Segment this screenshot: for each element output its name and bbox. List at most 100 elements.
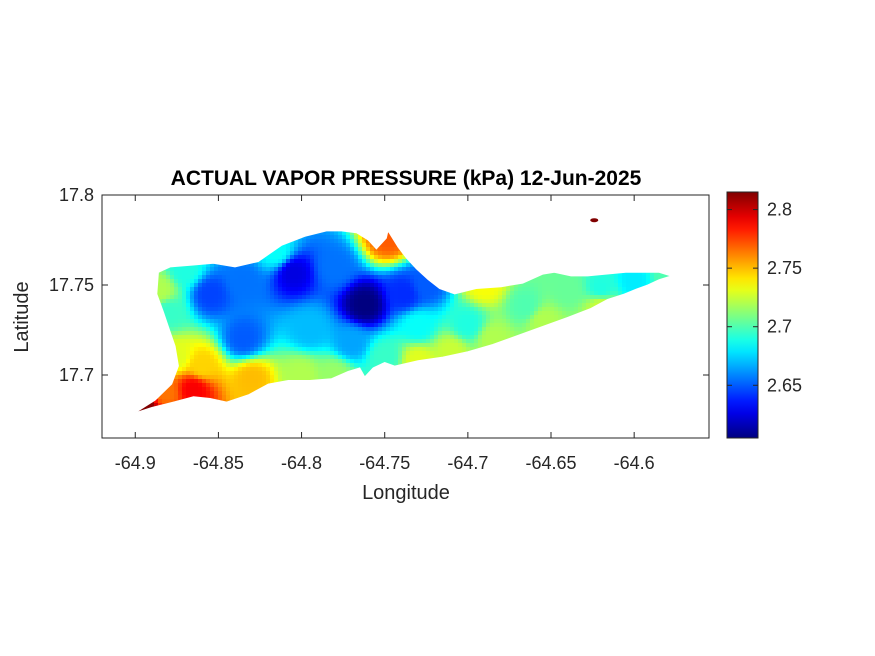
- field-cell: [422, 323, 427, 328]
- field-cell: [450, 303, 455, 308]
- field-cell: [490, 315, 495, 320]
- field-cell: [350, 295, 355, 300]
- field-cell: [334, 231, 339, 236]
- field-cell: [554, 299, 559, 304]
- field-cell: [326, 291, 331, 296]
- field-cell: [338, 287, 343, 292]
- field-cell: [334, 271, 339, 276]
- field-cell: [418, 303, 423, 308]
- field-cell: [298, 287, 303, 292]
- field-cell: [198, 299, 203, 304]
- field-cell: [386, 307, 391, 312]
- field-cell: [550, 271, 555, 276]
- field-cell: [518, 299, 523, 304]
- field-cell: [178, 283, 183, 288]
- field-cell: [370, 271, 375, 276]
- field-cell: [374, 271, 379, 276]
- field-cell: [394, 243, 399, 248]
- field-cell: [306, 287, 311, 292]
- field-cell: [270, 279, 275, 284]
- field-cell: [298, 291, 303, 296]
- field-cell: [618, 287, 623, 292]
- field-cell: [302, 303, 307, 308]
- field-cell: [298, 303, 303, 308]
- field-cell: [422, 315, 427, 320]
- field-cell: [350, 315, 355, 320]
- field-cell: [426, 287, 431, 292]
- field-cell: [434, 287, 439, 292]
- field-cell: [322, 291, 327, 296]
- field-cell: [242, 267, 247, 272]
- field-cell: [318, 247, 323, 252]
- field-cell: [590, 279, 595, 284]
- field-cell: [210, 283, 215, 288]
- field-cell: [326, 231, 331, 236]
- field-cell: [270, 267, 275, 272]
- field-cell: [370, 319, 375, 324]
- field-cell: [270, 263, 275, 268]
- field-cell: [334, 299, 339, 304]
- field-cell: [534, 295, 539, 300]
- field-cell: [630, 279, 635, 284]
- field-cell: [286, 291, 291, 296]
- field-cell: [206, 315, 211, 320]
- field-cell: [166, 299, 171, 304]
- field-cell: [374, 307, 379, 312]
- field-cell: [246, 319, 251, 324]
- field-cell: [190, 299, 195, 304]
- field-cell: [282, 263, 287, 268]
- field-cell: [258, 283, 263, 288]
- field-cell: [362, 271, 367, 276]
- field-cell: [298, 243, 303, 248]
- field-cell: [318, 299, 323, 304]
- field-cell: [242, 299, 247, 304]
- field-cell: [486, 295, 491, 300]
- field-cell: [198, 291, 203, 296]
- field-cell: [482, 295, 487, 300]
- field-cell: [170, 267, 175, 272]
- field-cell: [314, 291, 319, 296]
- field-cell: [350, 255, 355, 260]
- field-cell: [306, 303, 311, 308]
- field-cell: [186, 287, 191, 292]
- field-cell: [286, 255, 291, 260]
- field-cell: [582, 291, 587, 296]
- field-cell: [258, 303, 263, 308]
- field-cell: [218, 271, 223, 276]
- field-cell: [502, 299, 507, 304]
- field-cell: [614, 287, 619, 292]
- field-cell: [570, 303, 575, 308]
- field-cell: [306, 255, 311, 260]
- field-cell: [294, 243, 299, 248]
- field-cell: [430, 311, 435, 316]
- field-cell: [362, 287, 367, 292]
- field-cell: [314, 255, 319, 260]
- field-cell: [238, 275, 243, 280]
- field-cell: [254, 279, 259, 284]
- field-cell: [374, 299, 379, 304]
- field-cell: [330, 315, 335, 320]
- field-cell: [226, 307, 231, 312]
- field-cell: [190, 291, 195, 296]
- field-cell: [234, 319, 239, 324]
- field-cell: [290, 311, 295, 316]
- field-cell: [354, 311, 359, 316]
- field-cell: [210, 275, 215, 280]
- field-cell: [350, 271, 355, 276]
- field-cell: [342, 311, 347, 316]
- field-cell: [162, 271, 167, 276]
- field-cell: [346, 267, 351, 272]
- field-cell: [522, 283, 527, 288]
- field-cell: [478, 323, 483, 328]
- field-cell: [274, 323, 279, 328]
- field-cell: [442, 295, 447, 300]
- field-cell: [302, 279, 307, 284]
- field-cell: [622, 283, 627, 288]
- field-cell: [294, 275, 299, 280]
- field-cell: [378, 299, 383, 304]
- field-cell: [178, 291, 183, 296]
- field-cell: [566, 295, 571, 300]
- field-cell: [522, 323, 527, 328]
- field-cell: [342, 239, 347, 244]
- field-cell: [342, 307, 347, 312]
